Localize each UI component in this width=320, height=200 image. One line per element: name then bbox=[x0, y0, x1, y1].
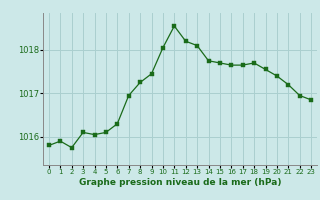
X-axis label: Graphe pression niveau de la mer (hPa): Graphe pression niveau de la mer (hPa) bbox=[79, 178, 281, 187]
